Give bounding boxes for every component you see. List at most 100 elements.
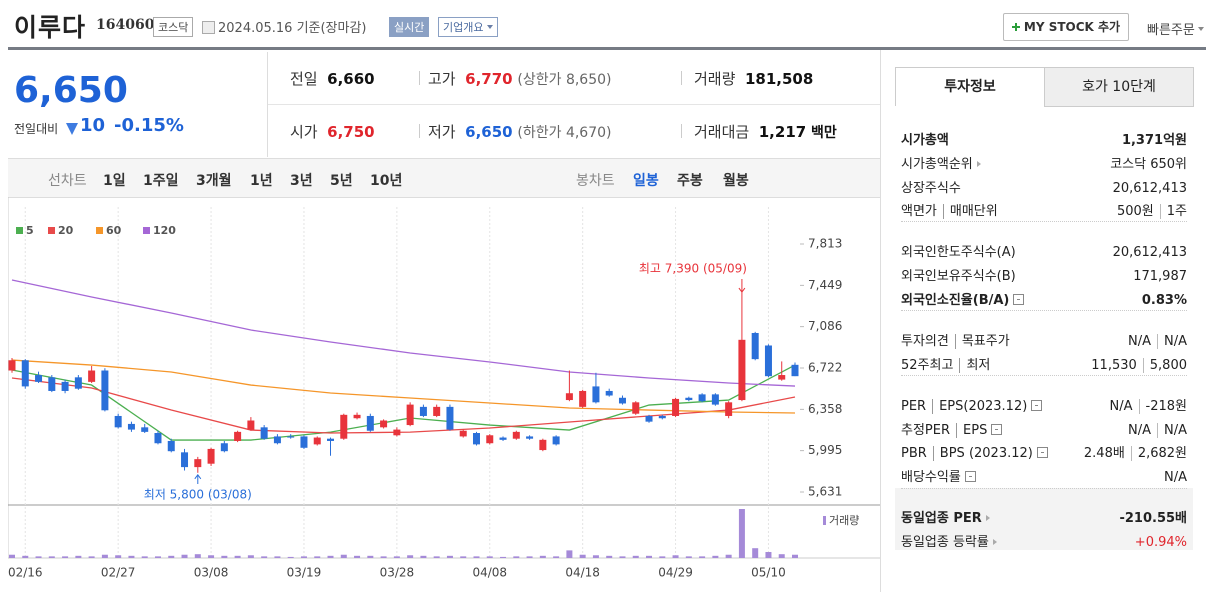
legend-swatch <box>143 227 150 234</box>
volume-bar <box>500 556 507 558</box>
candle-body <box>698 394 706 402</box>
volume-bar <box>35 556 42 558</box>
volume-bar <box>48 556 55 558</box>
value-part: N/A <box>1128 334 1151 349</box>
quote-value: 6,650 <box>465 123 513 141</box>
stock-name: 이루다 <box>14 13 87 42</box>
volume-bar <box>141 556 148 558</box>
value-part: 5,800 <box>1142 358 1187 373</box>
candle-tab[interactable]: 주봉 <box>677 173 703 189</box>
help-icon[interactable] <box>1013 294 1025 305</box>
period-tab[interactable]: 1년 <box>250 173 273 189</box>
candle-body <box>565 393 573 401</box>
date: 2024.05.16 기준(장마감) <box>218 21 367 36</box>
help-icon[interactable] <box>1036 447 1048 458</box>
candle-body <box>393 429 401 436</box>
quote-value: 181,508 <box>744 70 814 88</box>
candle-body <box>300 436 308 448</box>
period-tab[interactable]: 3개월 <box>196 173 232 189</box>
info-row: 외국인소진율(B/A) 0.83% <box>901 291 1187 311</box>
info-row: 상장주식수 20,612,413 <box>901 179 1187 199</box>
label-part: BPS (2023.12) <box>932 446 1033 461</box>
quote-note: (상한가 8,650) <box>517 72 612 88</box>
candle-body <box>433 406 441 416</box>
volume-bar <box>101 554 108 558</box>
value-part: 500원 <box>1116 204 1154 219</box>
info-row: PBR BPS (2023.12) 2.48배 2,682원 <box>901 444 1187 464</box>
info-label: 동일업종 PER <box>901 509 990 529</box>
value-part: N/A <box>1109 399 1133 414</box>
volume-bar <box>62 556 69 558</box>
tab-group-label: 봉차트 <box>576 173 615 189</box>
candle-body <box>88 370 96 382</box>
quote-row: 저가 6,650 (하한가 4,670) <box>428 121 611 142</box>
info-row: 시가총액순위 코스닥 650위 <box>901 155 1187 175</box>
label-part: PER <box>901 399 927 414</box>
period-tab[interactable]: 1주일 <box>143 173 179 189</box>
volume-bar <box>194 554 201 558</box>
info-row: 동일업종 등락률 +0.94% <box>901 533 1187 553</box>
help-icon[interactable] <box>991 424 1003 435</box>
value-part: +0.94% <box>1134 535 1187 550</box>
candle-tab[interactable]: 월봉 <box>723 173 749 189</box>
overview-dropdown[interactable]: 기업개요 <box>438 17 499 37</box>
volume-bar <box>659 556 666 558</box>
label-part: PBR <box>901 446 927 461</box>
separator <box>419 71 420 85</box>
candle-tab[interactable]: 일봉 <box>633 173 659 189</box>
candle-body <box>645 415 653 422</box>
candle-body <box>725 402 733 416</box>
info-label: 외국인소진율(B/A) <box>901 291 1025 311</box>
volume-bar <box>672 555 679 558</box>
candle-body <box>340 414 348 439</box>
info-value: N/A N/A <box>1128 421 1187 441</box>
x-tick-label: 03/19 <box>287 566 322 580</box>
period-tab[interactable]: 5년 <box>330 173 353 189</box>
volume-bar <box>553 556 560 558</box>
candle-body <box>579 390 587 407</box>
candle-body <box>419 406 427 416</box>
quote-label: 거래대금 <box>694 123 750 141</box>
label-part: 최저 <box>959 358 991 373</box>
candle-body <box>605 390 613 396</box>
value-part: -218원 <box>1138 399 1187 414</box>
volume-bar <box>446 555 453 558</box>
invest-tab[interactable]: 호가 10단계 <box>1044 67 1194 107</box>
quote-row: 전일 6,660 <box>290 68 375 89</box>
info-label: 시가총액순위 <box>901 155 981 175</box>
candle-body <box>207 448 215 464</box>
candle-body <box>486 435 494 444</box>
value-part: N/A <box>1128 423 1151 438</box>
arrow-icon <box>992 539 997 545</box>
info-row: 투자의견 목표주가 N/A N/A <box>901 332 1187 352</box>
x-tick-label: 03/28 <box>380 566 415 580</box>
dropdown-icon <box>1197 27 1204 31</box>
candle-body <box>48 377 56 391</box>
realtime-badge[interactable]: 실시간 <box>389 17 430 37</box>
period-tab[interactable]: 1일 <box>103 173 126 189</box>
invest-tab[interactable]: 투자정보 <box>895 67 1045 106</box>
legend-swatch <box>16 227 23 234</box>
info-value: 20,612,413 <box>1113 179 1187 199</box>
info-label: 액면가 매매단위 <box>901 202 998 222</box>
arrow-head <box>194 473 202 480</box>
volume-bar <box>539 555 546 558</box>
info-value: 2.48배 2,682원 <box>1084 444 1187 464</box>
volume-bar <box>725 554 732 558</box>
volume-bar <box>738 509 745 558</box>
label-part: 액면가 <box>901 204 937 219</box>
period-tab[interactable]: 10년 <box>370 173 403 189</box>
industry-box <box>895 488 1193 550</box>
x-tick-label: 04/08 <box>472 566 507 580</box>
candle-body <box>472 433 480 445</box>
quick-order[interactable]: 빠른주문 <box>1147 19 1204 38</box>
help-icon[interactable] <box>964 471 976 482</box>
mystock-button[interactable]: MY STOCK 추가 <box>1003 13 1129 41</box>
y-tick-label: 5,631 <box>808 485 842 499</box>
change-rate: -0.15% <box>114 115 184 136</box>
help-icon[interactable] <box>1031 400 1043 411</box>
volume-bar <box>327 555 334 558</box>
quick-order-text: 빠른주문 <box>1147 23 1195 38</box>
candle-body <box>672 398 680 416</box>
period-tab[interactable]: 3년 <box>290 173 313 189</box>
